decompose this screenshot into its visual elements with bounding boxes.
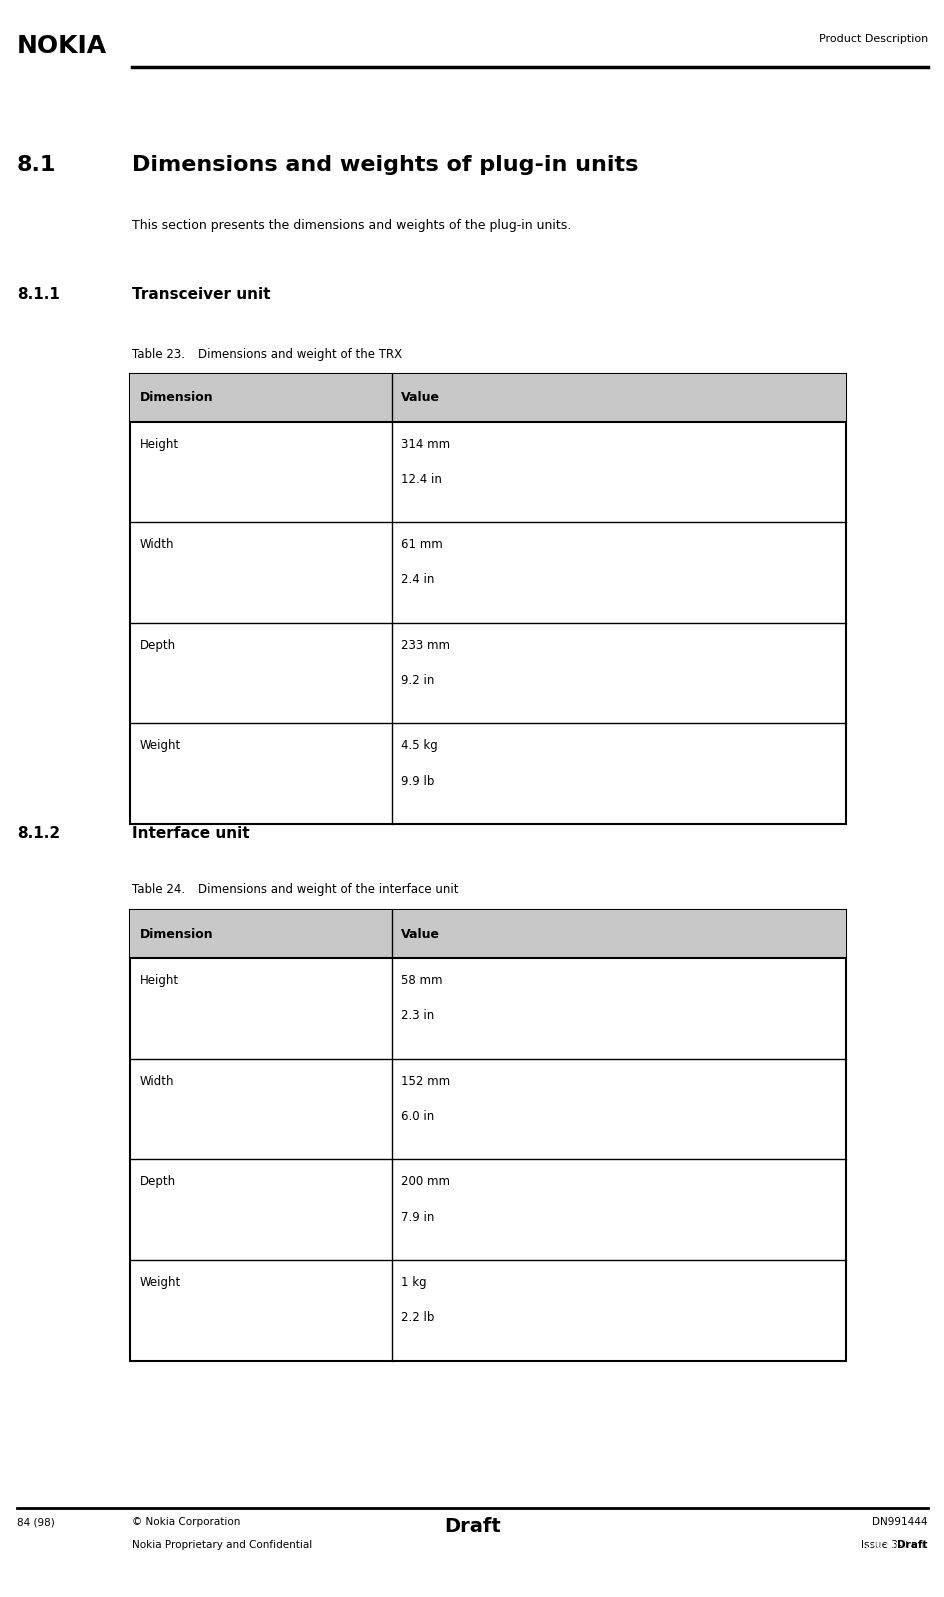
Text: 9.2 in: 9.2 in: [400, 674, 434, 687]
Text: Draft: Draft: [444, 1517, 500, 1536]
Text: 61 mm: 61 mm: [400, 538, 442, 551]
Text: Height: Height: [140, 438, 178, 450]
Text: Width: Width: [140, 538, 175, 551]
Bar: [130, 910, 845, 1361]
Text: Transceiver unit: Transceiver unit: [132, 287, 271, 302]
Text: 200 mm: 200 mm: [400, 1175, 449, 1188]
Text: 2.4 in: 2.4 in: [400, 573, 434, 586]
Text: This section presents the dimensions and weights of the plug-in units.: This section presents the dimensions and…: [132, 219, 571, 232]
Bar: [130, 374, 845, 422]
Text: 8.1.1: 8.1.1: [17, 287, 59, 302]
Text: 152 mm: 152 mm: [400, 1075, 449, 1088]
Text: 8.1: 8.1: [17, 155, 57, 176]
Text: 4.5 kg: 4.5 kg: [400, 739, 437, 752]
Text: Depth: Depth: [140, 639, 176, 652]
Text: 6.0 in: 6.0 in: [400, 1110, 433, 1123]
Text: NOKIA: NOKIA: [17, 34, 107, 57]
Text: 1 kg: 1 kg: [400, 1276, 426, 1289]
Text: Table 24.: Table 24.: [132, 883, 185, 896]
Text: DN991444: DN991444: [871, 1517, 927, 1527]
Bar: [130, 374, 845, 824]
Text: Product Description: Product Description: [818, 34, 927, 43]
Text: Dimension: Dimension: [140, 391, 213, 404]
Text: Dimension: Dimension: [140, 928, 213, 941]
Text: Weight: Weight: [140, 739, 181, 752]
Text: Height: Height: [140, 974, 178, 987]
Text: © Nokia Corporation: © Nokia Corporation: [132, 1517, 241, 1527]
Text: 9.9 lb: 9.9 lb: [400, 775, 434, 787]
Text: 8.1.2: 8.1.2: [17, 826, 60, 840]
Text: Draft: Draft: [897, 1540, 927, 1549]
Text: Depth: Depth: [140, 1175, 176, 1188]
Text: Value: Value: [400, 391, 440, 404]
Text: Table 23.: Table 23.: [132, 348, 185, 361]
Text: Weight: Weight: [140, 1276, 181, 1289]
Text: Dimensions and weights of plug-in units: Dimensions and weights of plug-in units: [132, 155, 638, 176]
Text: 58 mm: 58 mm: [400, 974, 442, 987]
Text: Issue 3-0 en: Issue 3-0 en: [860, 1540, 927, 1549]
Text: Width: Width: [140, 1075, 175, 1088]
Text: Issue 3-0 en ​Draft: Issue 3-0 en ​Draft: [834, 1540, 927, 1549]
Text: Dimensions and weight of the interface unit: Dimensions and weight of the interface u…: [198, 883, 459, 896]
Text: Interface unit: Interface unit: [132, 826, 249, 840]
Text: 7.9 in: 7.9 in: [400, 1211, 434, 1223]
Text: Dimensions and weight of the TRX: Dimensions and weight of the TRX: [198, 348, 402, 361]
Text: 2.2 lb: 2.2 lb: [400, 1311, 434, 1324]
Text: Value: Value: [400, 928, 440, 941]
Text: 2.3 in: 2.3 in: [400, 1009, 433, 1022]
Text: 314 mm: 314 mm: [400, 438, 449, 450]
Bar: [130, 910, 845, 958]
Text: 84 (98): 84 (98): [17, 1517, 55, 1527]
Text: 12.4 in: 12.4 in: [400, 473, 442, 485]
Text: 233 mm: 233 mm: [400, 639, 449, 652]
Text: Nokia Proprietary and Confidential: Nokia Proprietary and Confidential: [132, 1540, 312, 1549]
